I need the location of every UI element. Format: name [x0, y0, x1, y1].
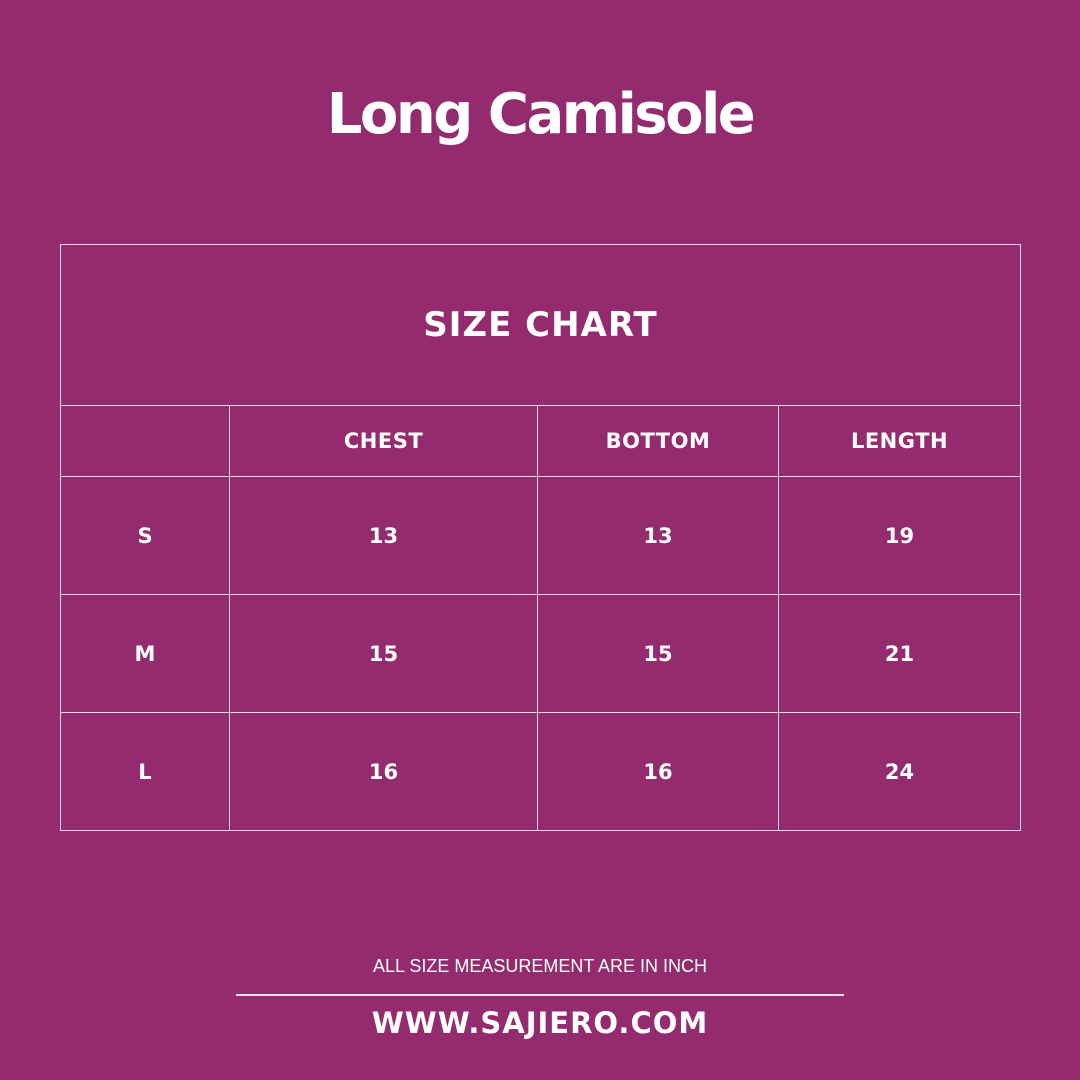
table-heading: SIZE CHART: [60, 244, 1021, 406]
website-link[interactable]: WWW.SAJIERO.COM: [371, 1006, 709, 1040]
column-header-chest: CHEST: [229, 405, 538, 477]
table-heading-row: SIZE CHART: [60, 244, 1021, 406]
table-row: L 16 16 24: [60, 712, 1021, 831]
divider: [236, 994, 844, 996]
chest-cell: 15: [229, 594, 538, 713]
table-row: M 15 15 21: [60, 594, 1021, 713]
column-header-row: CHEST BOTTOM LENGTH: [60, 405, 1021, 477]
size-cell: L: [60, 712, 230, 831]
column-header-length: LENGTH: [778, 405, 1021, 477]
column-header-bottom: BOTTOM: [537, 405, 779, 477]
length-cell: 24: [778, 712, 1021, 831]
bottom-cell: 13: [537, 476, 779, 595]
measurement-note: ALL SIZE MEASUREMENT ARE IN INCH: [372, 956, 708, 976]
size-cell: M: [60, 594, 230, 713]
bottom-cell: 16: [537, 712, 779, 831]
column-header-size: [60, 405, 230, 477]
bottom-cell: 15: [537, 594, 779, 713]
size-chart-table: SIZE CHART CHEST BOTTOM LENGTH S 13 13 1…: [60, 244, 1021, 831]
length-cell: 21: [778, 594, 1021, 713]
size-cell: S: [60, 476, 230, 595]
chest-cell: 16: [229, 712, 538, 831]
page-title: Long Camisole: [326, 82, 756, 147]
chest-cell: 13: [229, 476, 538, 595]
table-row: S 13 13 19: [60, 476, 1021, 595]
length-cell: 19: [778, 476, 1021, 595]
